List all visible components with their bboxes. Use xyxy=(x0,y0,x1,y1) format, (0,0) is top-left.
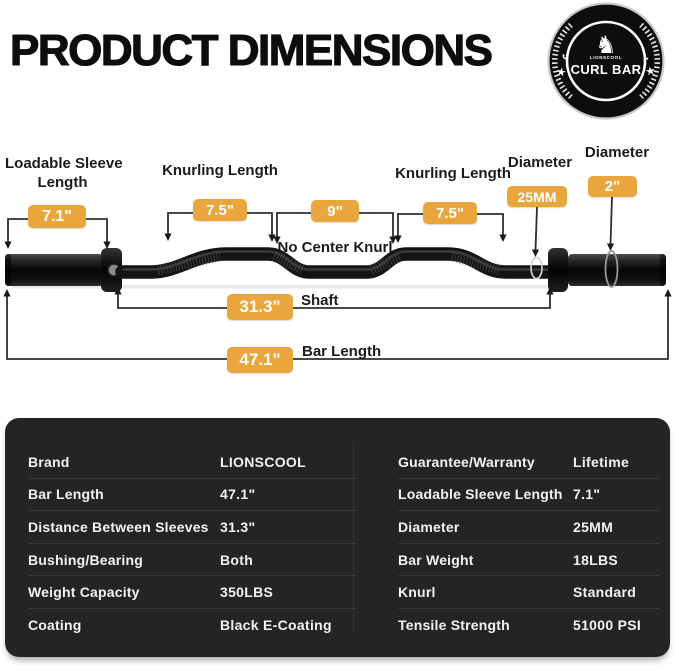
badge-brand-small: LIONSCOOL xyxy=(590,55,622,60)
knurling-length-right-label: Knurling Length xyxy=(395,165,511,182)
knurl-right-badge: 7.5" xyxy=(423,202,477,224)
diameter-sleeve-label: Diameter xyxy=(584,144,650,161)
table-row: Guarantee/Warranty Lifetime xyxy=(398,446,660,479)
table-row: Distance Between Sleeves 31.3" xyxy=(28,511,358,544)
spec-label: Coating xyxy=(28,616,82,633)
table-row: Weight Capacity 350LBS xyxy=(28,576,358,609)
center-section-badge: 9" xyxy=(311,200,359,222)
knurling-length-left-label: Knurling Length xyxy=(162,162,278,179)
bar-shadow-line xyxy=(12,285,560,289)
right-sleeve-endcap xyxy=(660,254,666,286)
spec-label: Diameter xyxy=(398,518,460,535)
horse-head-icon: ♞ xyxy=(595,32,617,59)
sleeve-diameter-ellipse xyxy=(604,250,619,288)
table-row: Brand LIONSCOOL xyxy=(28,446,358,479)
badge-center-text: CURL BAR xyxy=(571,62,642,77)
spec-value: 7.1" xyxy=(573,486,601,503)
table-row: Tensile Strength 51000 PSI xyxy=(398,609,660,641)
spec-value: 18LBS xyxy=(573,551,619,568)
sleeve-diameter-badge: 2" xyxy=(588,176,637,197)
spec-value: Standard xyxy=(573,584,637,601)
spec-label: Weight Capacity xyxy=(28,584,140,601)
spec-value: Lifetime xyxy=(573,453,630,470)
spec-value: LIONSCOOL xyxy=(220,453,306,470)
spec-value: 350LBS xyxy=(220,584,274,601)
spec-value: Black E-Coating xyxy=(220,616,332,633)
table-column-divider xyxy=(353,442,354,633)
laurel-right-icon xyxy=(639,22,660,100)
bar-length-label: Bar Length xyxy=(302,343,382,360)
spec-value: 31.3" xyxy=(220,518,256,535)
table-row: Bushing/Bearing Both xyxy=(28,544,358,577)
spec-label: Loadable Sleeve Length xyxy=(398,486,563,503)
knurl-left-badge: 7.5" xyxy=(193,199,247,221)
curl-bar-badge: ★ 18LB · 25MM ★ 350LB CAPACITY ♞ LIONSCO… xyxy=(547,2,665,120)
diameter-shaft-label: Diameter xyxy=(507,154,573,171)
spec-value: Both xyxy=(220,551,254,568)
shaft-diameter-badge: 25MM xyxy=(507,186,567,207)
shaft-diameter-ellipse xyxy=(530,256,543,280)
left-sleeve-endcap xyxy=(5,254,11,286)
curl-bar-diagram xyxy=(3,196,672,360)
page-title: PRODUCT DIMENSIONS xyxy=(9,25,493,75)
shaft-highlight xyxy=(122,250,549,271)
spec-label: Tensile Strength xyxy=(398,616,510,633)
spec-value: 47.1" xyxy=(220,486,256,503)
curl-bar-image xyxy=(5,247,666,292)
shaft-length-badge: 31.3" xyxy=(227,294,293,320)
spec-label: Guarantee/Warranty xyxy=(398,453,535,470)
spec-label: Distance Between Sleeves xyxy=(28,518,209,535)
table-row: Bar Weight 18LBS xyxy=(398,544,660,577)
spec-label: Knurl xyxy=(398,584,436,601)
dimension-arrows xyxy=(3,233,672,297)
spec-value: 25MM xyxy=(573,518,614,535)
left-sleeve xyxy=(5,254,103,286)
shaft-label: Shaft xyxy=(301,292,339,309)
spec-label: Brand xyxy=(28,453,70,470)
spec-table: Brand LIONSCOOL Bar Length 47.1" Distanc… xyxy=(5,418,670,657)
no-center-knurl-label: No Center Knurl xyxy=(277,239,393,256)
badge-inner-ring xyxy=(565,20,647,102)
spec-label: Bar Weight xyxy=(398,551,474,568)
table-row: Bar Length 47.1" xyxy=(28,479,358,512)
table-row: Diameter 25MM xyxy=(398,511,660,544)
ez-curl-shaft xyxy=(115,247,556,279)
sleeve-length-badge: 7.1" xyxy=(28,205,86,228)
table-row: Coating Black E-Coating xyxy=(28,609,358,641)
knurl-texture xyxy=(156,250,502,276)
right-collar xyxy=(548,248,568,292)
spec-table-left-column: Brand LIONSCOOL Bar Length 47.1" Distanc… xyxy=(28,446,358,641)
spec-label: Bushing/Bearing xyxy=(28,551,144,568)
loadable-sleeve-length-label: Loadable Sleeve Length xyxy=(5,155,123,191)
spec-table-right-column: Guarantee/Warranty Lifetime Loadable Sle… xyxy=(398,446,660,641)
spec-value: 51000 PSI xyxy=(573,616,642,633)
laurel-left-icon xyxy=(552,22,573,100)
table-row: Loadable Sleeve Length 7.1" xyxy=(398,479,660,512)
table-row: Knurl Standard xyxy=(398,576,660,609)
spec-label: Bar Length xyxy=(28,486,104,503)
bar-length-badge: 47.1" xyxy=(227,347,293,373)
